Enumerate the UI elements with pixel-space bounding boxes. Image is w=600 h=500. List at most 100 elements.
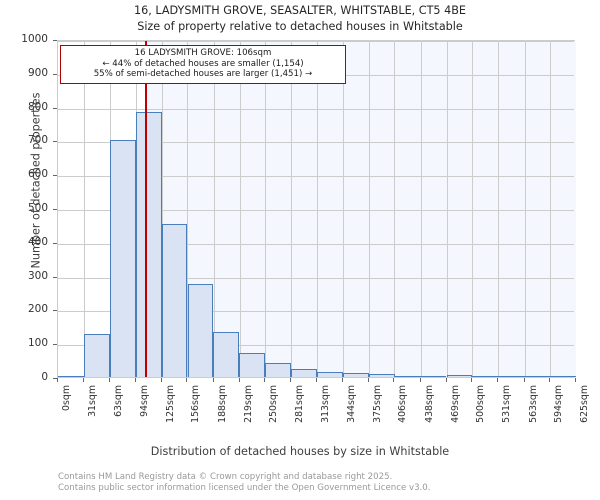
gridline-horizontal xyxy=(58,311,574,313)
y-tick-label: 500 xyxy=(27,202,48,214)
histogram-bar xyxy=(83,333,110,377)
histogram-bar xyxy=(239,353,266,377)
chart-title-block: 16, LADYSMITH GROVE, SEASALTER, WHITSTAB… xyxy=(0,3,600,35)
histogram-bar xyxy=(498,376,525,377)
x-tick-mark xyxy=(289,378,291,382)
histogram-bar xyxy=(291,368,317,377)
annotation-smaller-stat: ← 44% of detached houses are smaller (1,… xyxy=(102,58,304,69)
x-tick-mark xyxy=(160,378,162,382)
y-tick-mark xyxy=(53,310,57,312)
histogram-bar xyxy=(446,375,473,377)
x-tick-mark xyxy=(57,378,58,382)
gridline-vertical xyxy=(290,41,292,377)
gridline-horizontal xyxy=(58,108,574,110)
histogram-bar xyxy=(135,111,162,377)
histogram-bar xyxy=(161,223,188,377)
x-tick-label: 406sqm xyxy=(397,385,409,423)
x-tick-mark xyxy=(212,378,214,382)
x-tick-label: 0sqm xyxy=(61,385,72,411)
gridline-vertical xyxy=(83,41,85,377)
x-tick-label: 375sqm xyxy=(371,385,383,423)
chart-subtitle: Size of property relative to detached ho… xyxy=(137,20,463,33)
x-tick-mark xyxy=(575,378,576,382)
gridline-vertical xyxy=(446,41,448,377)
histogram-bar xyxy=(550,376,576,377)
y-tick-label: 1000 xyxy=(21,33,48,45)
y-tick-label: 0 xyxy=(41,371,48,383)
gridline-vertical xyxy=(472,41,474,377)
x-tick-label: 63sqm xyxy=(113,385,125,417)
gridline-vertical xyxy=(239,41,241,377)
histogram-bar xyxy=(368,374,395,377)
x-tick-mark xyxy=(549,378,551,382)
histogram-bar xyxy=(317,372,343,377)
gridline-horizontal xyxy=(58,41,574,42)
y-tick-mark xyxy=(53,107,57,109)
y-tick-mark xyxy=(53,276,57,278)
gridline-vertical xyxy=(394,41,396,377)
x-tick-label: 94sqm xyxy=(138,385,150,417)
gridline-vertical xyxy=(161,41,163,377)
gridline-vertical xyxy=(368,41,370,377)
y-tick-mark xyxy=(53,209,57,210)
gridline-vertical xyxy=(343,41,345,377)
y-tick-label: 900 xyxy=(27,66,48,79)
y-tick-label: 800 xyxy=(27,100,48,113)
x-tick-label: 125sqm xyxy=(164,385,176,423)
histogram-bar xyxy=(109,140,136,377)
x-tick-mark xyxy=(367,378,369,382)
y-tick-mark xyxy=(53,344,57,346)
x-tick-label: 219sqm xyxy=(242,385,254,423)
x-tick-label: 563sqm xyxy=(527,385,539,423)
gridline-horizontal xyxy=(58,345,574,347)
gridline-vertical xyxy=(498,41,500,377)
x-tick-label: 281sqm xyxy=(293,385,305,423)
x-tick-label: 250sqm xyxy=(268,385,280,423)
x-tick-label: 594sqm xyxy=(553,385,565,423)
x-tick-label: 625sqm xyxy=(579,385,590,423)
x-tick-label: 156sqm xyxy=(190,385,202,423)
y-tick-mark xyxy=(53,175,57,177)
property-size-marker-line xyxy=(144,41,147,377)
x-tick-mark xyxy=(342,378,344,382)
gridline-vertical xyxy=(550,41,552,377)
y-axis-label: Number of detached properties xyxy=(29,92,43,269)
gridline-vertical xyxy=(187,41,189,377)
y-tick-mark xyxy=(53,242,57,244)
footer-line-open-licence: Contains public sector information licen… xyxy=(58,482,431,493)
x-axis-label: Distribution of detached houses by size … xyxy=(150,445,450,458)
y-tick-label: 200 xyxy=(27,303,48,316)
x-tick-mark xyxy=(445,378,447,382)
y-tick-label: 400 xyxy=(27,235,48,248)
histogram-bar xyxy=(524,376,551,377)
gridline-vertical xyxy=(317,41,319,377)
x-tick-label: 500sqm xyxy=(475,385,487,423)
histogram-bar xyxy=(58,376,84,377)
y-tick-label: 300 xyxy=(27,269,48,282)
x-tick-mark xyxy=(264,378,266,382)
y-tick-mark xyxy=(53,73,57,75)
x-tick-mark xyxy=(316,378,318,382)
attribution-footer: Contains HM Land Registry data © Crown c… xyxy=(58,472,598,493)
gridline-vertical xyxy=(524,41,526,377)
x-tick-mark xyxy=(238,378,240,382)
footer-line-land-registry: Contains HM Land Registry data © Crown c… xyxy=(58,472,393,482)
histogram-bar xyxy=(394,376,421,377)
page-title: 16, LADYSMITH GROVE, SEASALTER, WHITSTAB… xyxy=(134,4,466,17)
histogram-bar xyxy=(213,332,240,377)
gridline-horizontal xyxy=(58,277,574,279)
x-tick-mark xyxy=(186,378,188,382)
x-tick-mark xyxy=(393,378,395,382)
gridline-vertical xyxy=(265,41,267,377)
property-annotation-box: 16 LADYSMITH GROVE: 106sqm ← 44% of deta… xyxy=(60,45,346,84)
gridline-vertical xyxy=(421,41,422,377)
y-tick-label: 600 xyxy=(27,168,48,181)
y-tick-label: 700 xyxy=(27,134,48,147)
x-tick-label: 313sqm xyxy=(320,385,332,423)
x-tick-label: 531sqm xyxy=(501,385,513,423)
x-tick-label: 31sqm xyxy=(86,385,98,417)
upper-range-shading xyxy=(145,41,576,377)
x-tick-mark xyxy=(109,378,111,382)
x-tick-mark xyxy=(420,378,421,382)
